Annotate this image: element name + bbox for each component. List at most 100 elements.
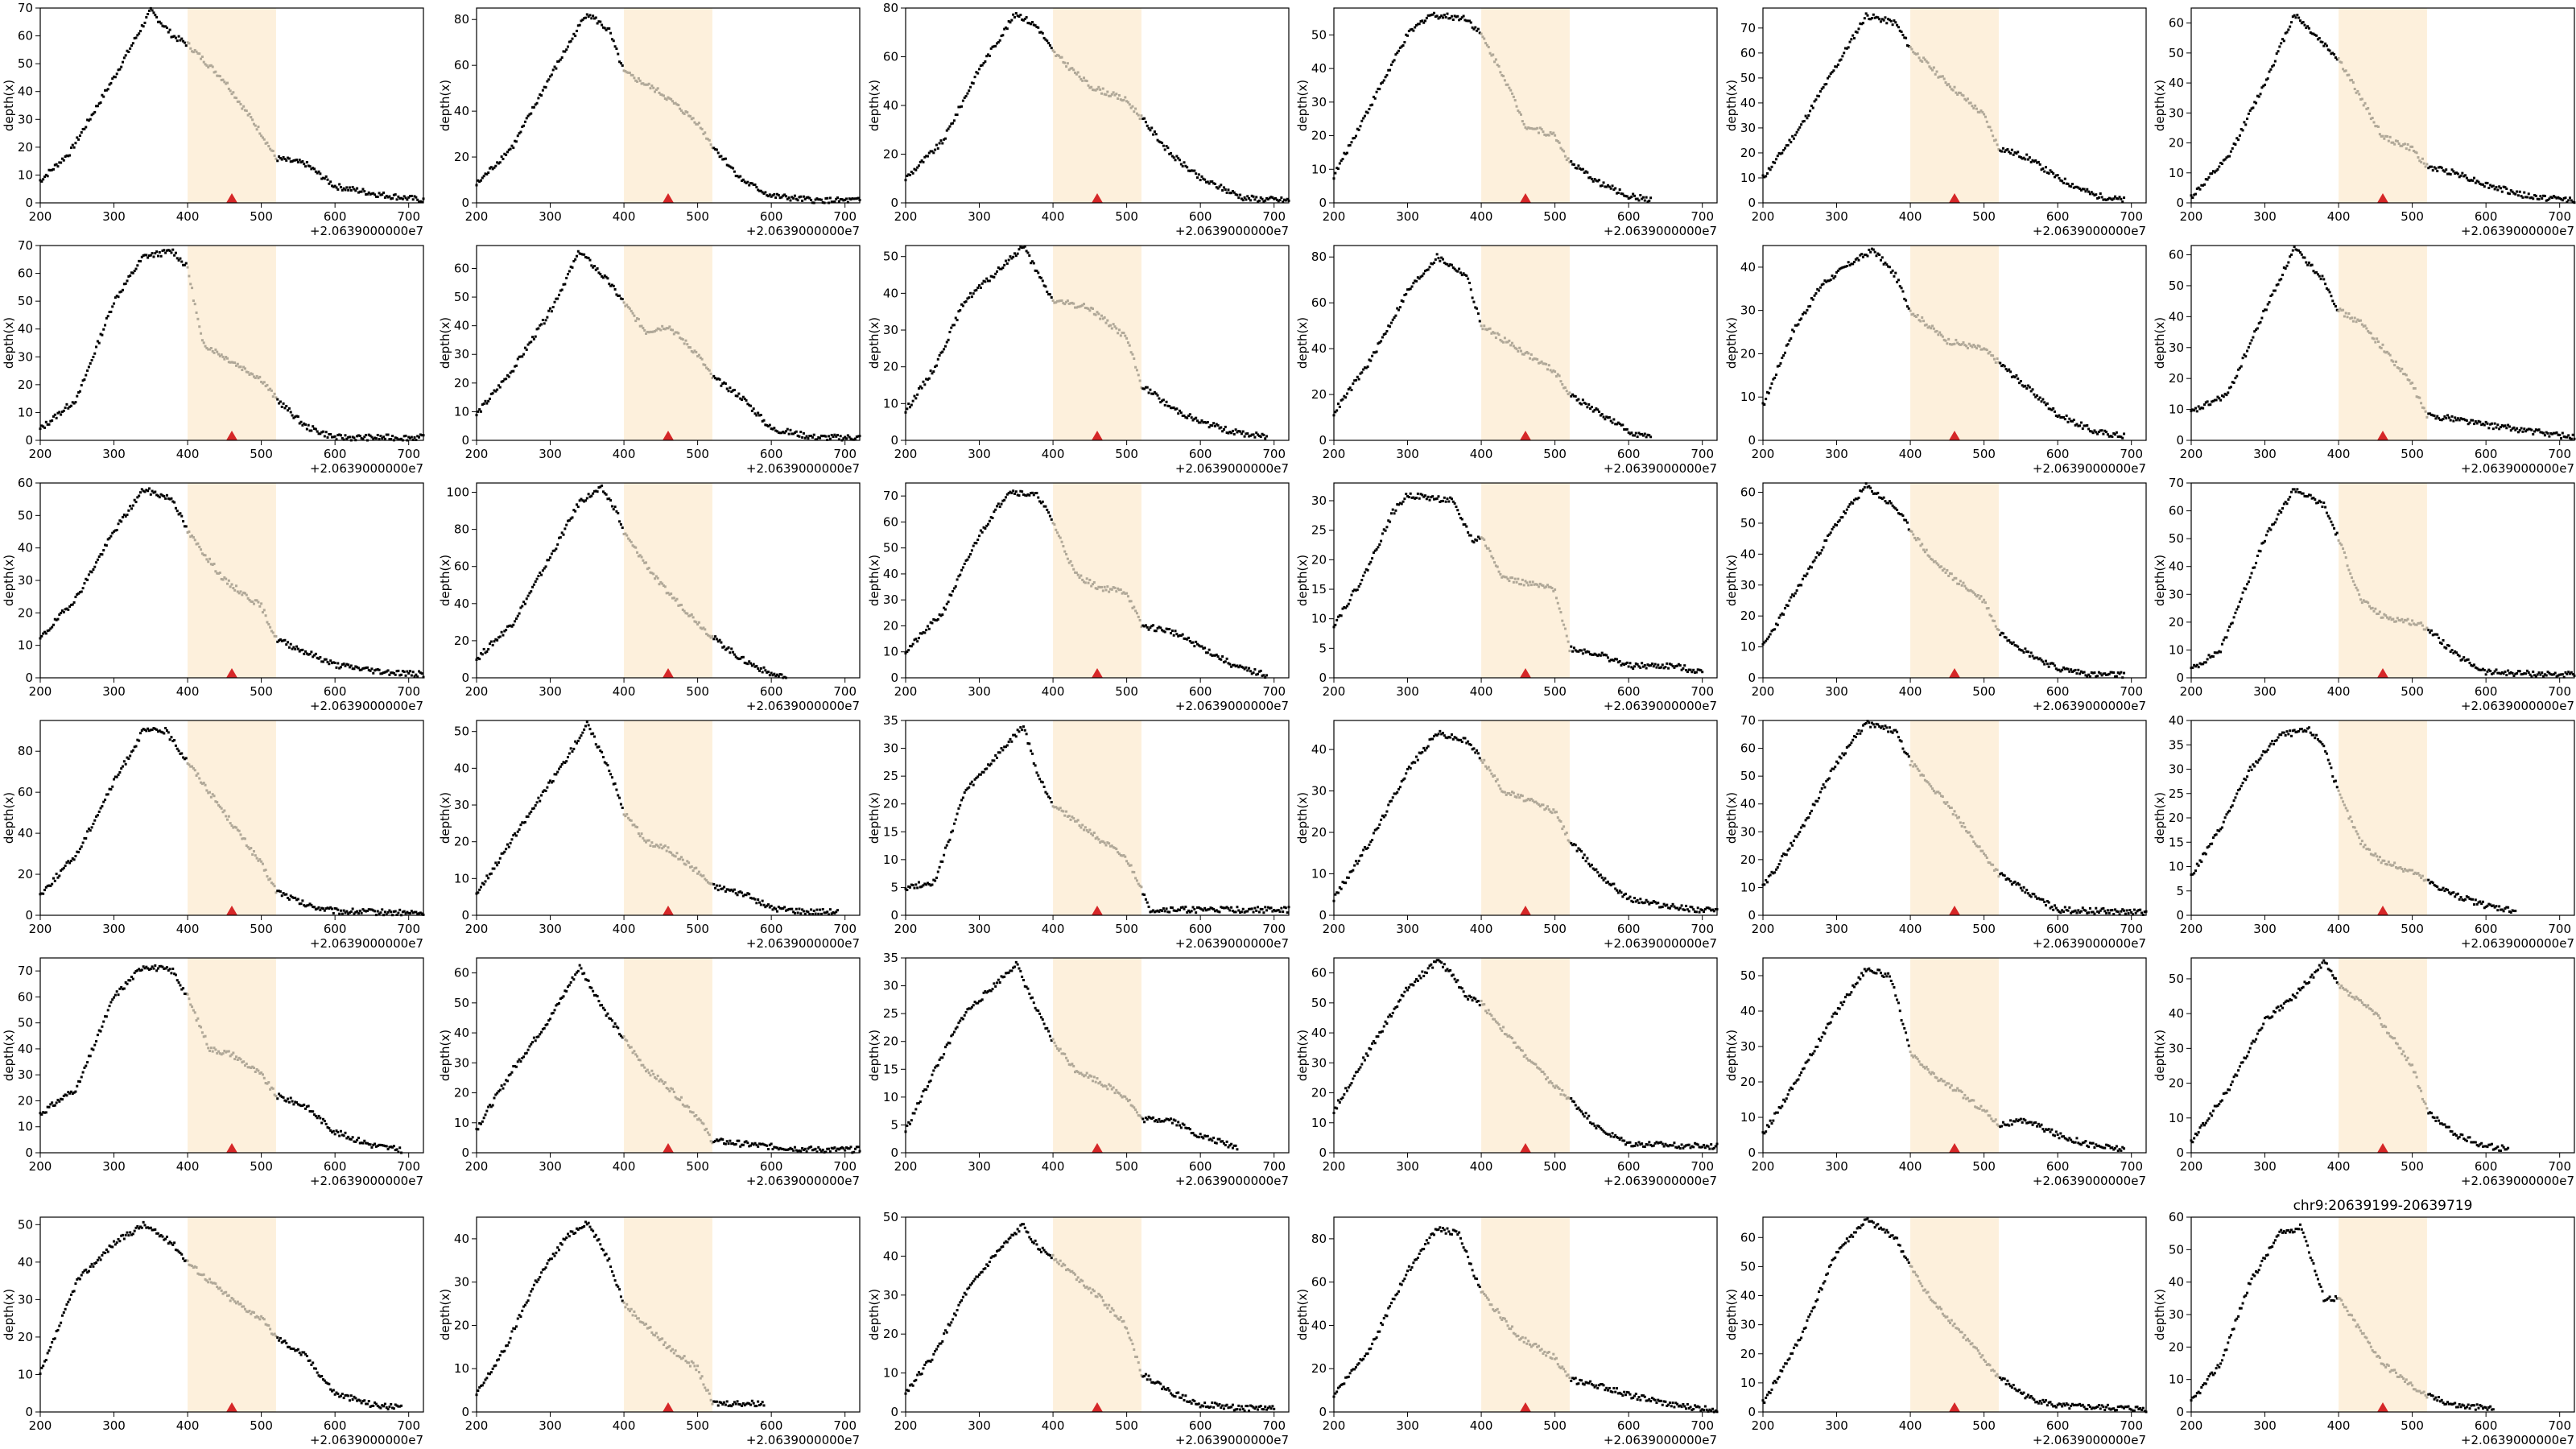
data-point	[1912, 533, 1915, 536]
data-point	[2408, 622, 2411, 625]
data-point	[1547, 134, 1550, 137]
data-point	[991, 275, 994, 279]
data-point	[1056, 299, 1059, 303]
data-point	[2191, 408, 2194, 411]
data-point	[195, 311, 198, 314]
data-point	[2452, 419, 2455, 423]
data-point	[1550, 586, 1554, 589]
highlight-region	[2339, 483, 2427, 678]
data-point	[1773, 376, 1777, 379]
data-point	[2195, 663, 2198, 667]
data-point	[319, 655, 322, 658]
data-point	[832, 436, 835, 439]
data-point	[491, 167, 494, 171]
data-point	[1350, 141, 1353, 144]
data-point	[174, 251, 177, 254]
data-point	[1083, 580, 1086, 584]
data-point	[1057, 299, 1060, 303]
data-point	[1774, 374, 1777, 377]
data-point	[2484, 420, 2487, 423]
data-point	[1953, 85, 1956, 89]
data-point	[2424, 410, 2427, 413]
data-point	[1188, 169, 1191, 172]
data-point	[1100, 585, 1103, 588]
data-point	[2010, 148, 2013, 151]
data-point	[62, 611, 65, 614]
data-point	[2527, 427, 2530, 431]
data-point	[994, 44, 997, 47]
data-point	[679, 604, 682, 607]
data-point	[351, 436, 354, 439]
data-point	[2331, 299, 2334, 303]
data-point	[1080, 574, 1083, 577]
data-point	[857, 435, 860, 438]
data-point	[743, 397, 746, 400]
data-point	[1163, 403, 1166, 407]
data-point	[2312, 496, 2315, 499]
x-tick-label: 600	[760, 684, 783, 699]
data-point	[1274, 196, 1278, 200]
data-point	[489, 392, 493, 395]
data-point	[1518, 111, 1521, 114]
variant-marker	[1520, 193, 1531, 203]
data-point	[922, 160, 925, 163]
data-point	[1802, 120, 1806, 123]
data-point	[498, 161, 502, 164]
data-point	[2282, 39, 2285, 43]
data-point	[1444, 15, 1447, 19]
data-point	[183, 525, 186, 528]
data-point	[1648, 434, 1651, 437]
data-point	[750, 182, 753, 185]
data-point	[704, 628, 707, 631]
data-point	[1044, 285, 1047, 288]
data-point	[2425, 415, 2429, 419]
data-point	[976, 72, 980, 75]
data-point	[1581, 652, 1584, 655]
data-point	[323, 177, 326, 180]
data-point	[1879, 258, 1882, 262]
data-point	[1225, 191, 1228, 194]
data-point	[1520, 113, 1523, 116]
data-point	[667, 327, 670, 330]
data-point	[2000, 631, 2004, 634]
data-point	[2301, 21, 2305, 24]
data-point	[289, 411, 292, 414]
data-point	[683, 112, 686, 115]
data-point	[1069, 302, 1072, 305]
data-point	[1001, 266, 1005, 270]
x-tick-label: 600	[2046, 209, 2070, 224]
data-point	[1543, 133, 1546, 136]
data-point	[1765, 398, 1768, 401]
data-point	[69, 404, 72, 407]
data-point	[223, 576, 226, 579]
data-point	[68, 605, 72, 609]
data-point	[397, 669, 400, 672]
data-point	[2282, 502, 2285, 506]
data-point	[714, 377, 717, 380]
data-point	[932, 618, 935, 621]
data-point	[2079, 188, 2083, 192]
data-point	[845, 437, 848, 440]
data-point	[1000, 267, 1003, 270]
data-point	[1487, 547, 1490, 550]
data-point	[663, 585, 667, 588]
data-point	[1025, 494, 1028, 497]
data-point	[959, 308, 962, 312]
data-point	[1009, 255, 1012, 258]
data-point	[2455, 171, 2458, 175]
data-point	[131, 271, 134, 275]
data-point	[2545, 431, 2548, 434]
data-point	[2266, 77, 2269, 80]
data-point	[90, 358, 93, 361]
data-point	[1228, 431, 1232, 434]
data-point	[1782, 149, 1785, 152]
data-point	[1518, 346, 1521, 349]
data-point	[1216, 187, 1220, 190]
data-point	[164, 25, 167, 28]
data-point	[1362, 368, 1365, 371]
data-point	[1354, 378, 1357, 382]
data-point	[398, 196, 402, 200]
data-point	[1227, 662, 1230, 665]
data-point	[2075, 672, 2079, 675]
data-point	[2090, 430, 2093, 433]
